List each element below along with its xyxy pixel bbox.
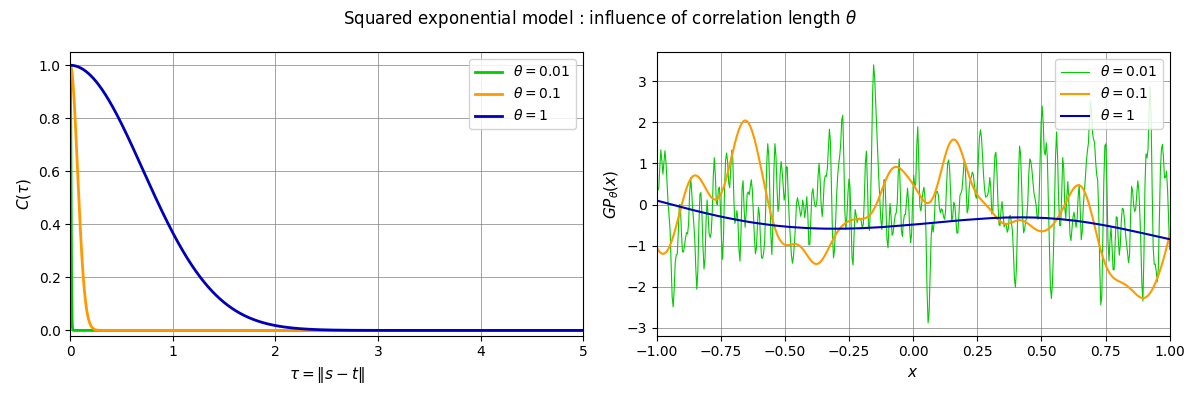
$\theta = 0.1$ bbox=[894, 167, 908, 172]
Line: $\theta = 0.01$: $\theta = 0.01$ bbox=[656, 65, 1170, 323]
X-axis label: $\tau = \|s - t\|$: $\tau = \|s - t\|$ bbox=[289, 365, 365, 385]
$\theta = 1$ bbox=[467, 328, 481, 333]
$\theta = 1$ bbox=[312, 327, 326, 332]
Legend: $\theta = 0.01$, $\theta = 0.1$, $\theta = 1$: $\theta = 0.01$, $\theta = 0.1$, $\theta… bbox=[1056, 59, 1163, 129]
$\theta = 0.1$ bbox=[343, 328, 358, 333]
$\theta = 0.01$ bbox=[920, 320, 935, 325]
$\theta = 0.1$ bbox=[299, 328, 313, 333]
$\theta = 0.01$ bbox=[1072, 182, 1086, 187]
$\theta = 1$ bbox=[576, 328, 590, 333]
$\theta = 0.1$ bbox=[576, 328, 590, 333]
$\theta = 0.01$ bbox=[467, 328, 481, 333]
$\theta = 0.1$ bbox=[64, 63, 78, 68]
$\theta = 1$ bbox=[560, 328, 575, 333]
$\theta = 0.01$ bbox=[299, 328, 313, 333]
$\theta = 0.1$ bbox=[1163, 233, 1177, 238]
Line: $\theta = 0.1$: $\theta = 0.1$ bbox=[71, 65, 583, 330]
$\theta = 0.1$ bbox=[562, 328, 576, 333]
$\theta = 1$ bbox=[896, 223, 911, 228]
Line: $\theta = 0.01$: $\theta = 0.01$ bbox=[71, 65, 583, 330]
$\theta = 1$ bbox=[649, 198, 664, 203]
X-axis label: $x$: $x$ bbox=[907, 365, 919, 380]
$\theta = 0.1$ bbox=[89, 328, 103, 332]
$\theta = 1$ bbox=[1163, 237, 1177, 242]
$\theta = 1$ bbox=[1150, 234, 1164, 239]
Line: $\theta = 0.1$: $\theta = 0.1$ bbox=[656, 120, 1170, 298]
$\theta = 0.01$ bbox=[898, 212, 912, 217]
$\theta = 1$ bbox=[1070, 219, 1085, 224]
Line: $\theta = 1$: $\theta = 1$ bbox=[71, 65, 583, 330]
$\theta = 1$ bbox=[299, 327, 313, 332]
$\theta = 0.01$ bbox=[64, 63, 78, 68]
Y-axis label: $GP_\theta(x)$: $GP_\theta(x)$ bbox=[602, 169, 620, 219]
Text: Squared exponential model : influence of correlation length $\theta$: Squared exponential model : influence of… bbox=[343, 8, 857, 30]
Legend: $\theta = 0.01$, $\theta = 0.1$, $\theta = 1$: $\theta = 0.01$, $\theta = 0.1$, $\theta… bbox=[469, 59, 576, 129]
$\theta = 0.01$ bbox=[1163, 247, 1177, 252]
$\theta = 0.1$ bbox=[649, 245, 664, 250]
$\theta = 0.01$ bbox=[929, 189, 943, 194]
$\theta = 0.01$ bbox=[89, 328, 103, 333]
$\theta = 0.01$ bbox=[866, 62, 881, 67]
$\theta = 0.01$ bbox=[649, 182, 664, 186]
$\theta = 0.01$ bbox=[562, 328, 576, 333]
$\theta = 0.01$ bbox=[313, 328, 328, 333]
$\theta = 0.1$ bbox=[928, 190, 942, 194]
$\theta = 0.1$ bbox=[956, 154, 971, 159]
$\theta = 1$ bbox=[562, 328, 576, 333]
$\theta = 0.01$ bbox=[562, 328, 576, 333]
$\theta = 1$ bbox=[928, 220, 942, 225]
$\theta = 0.1$ bbox=[562, 328, 576, 333]
$\theta = 1$ bbox=[955, 218, 970, 222]
$\theta = 0.1$ bbox=[1152, 270, 1166, 275]
$\theta = 0.1$ bbox=[898, 170, 912, 175]
$\theta = 1$ bbox=[89, 80, 103, 84]
$\theta = 0.1$ bbox=[1135, 296, 1150, 300]
$\theta = 0.01$ bbox=[956, 160, 971, 164]
$\theta = 0.01$ bbox=[1152, 218, 1166, 222]
$\theta = 0.1$ bbox=[1070, 183, 1085, 188]
$\theta = 0.01$ bbox=[576, 328, 590, 333]
$\theta = 0.01$ bbox=[91, 328, 106, 333]
$\theta = 0.1$ bbox=[738, 118, 752, 123]
Y-axis label: $C(\tau)$: $C(\tau)$ bbox=[16, 178, 34, 210]
$\theta = 0.1$ bbox=[312, 328, 326, 333]
Line: $\theta = 1$: $\theta = 1$ bbox=[656, 200, 1170, 239]
$\theta = 0.1$ bbox=[467, 328, 481, 333]
$\theta = 1$ bbox=[893, 223, 907, 228]
$\theta = 1$ bbox=[64, 63, 78, 68]
$\theta = 0.01$ bbox=[894, 228, 908, 233]
